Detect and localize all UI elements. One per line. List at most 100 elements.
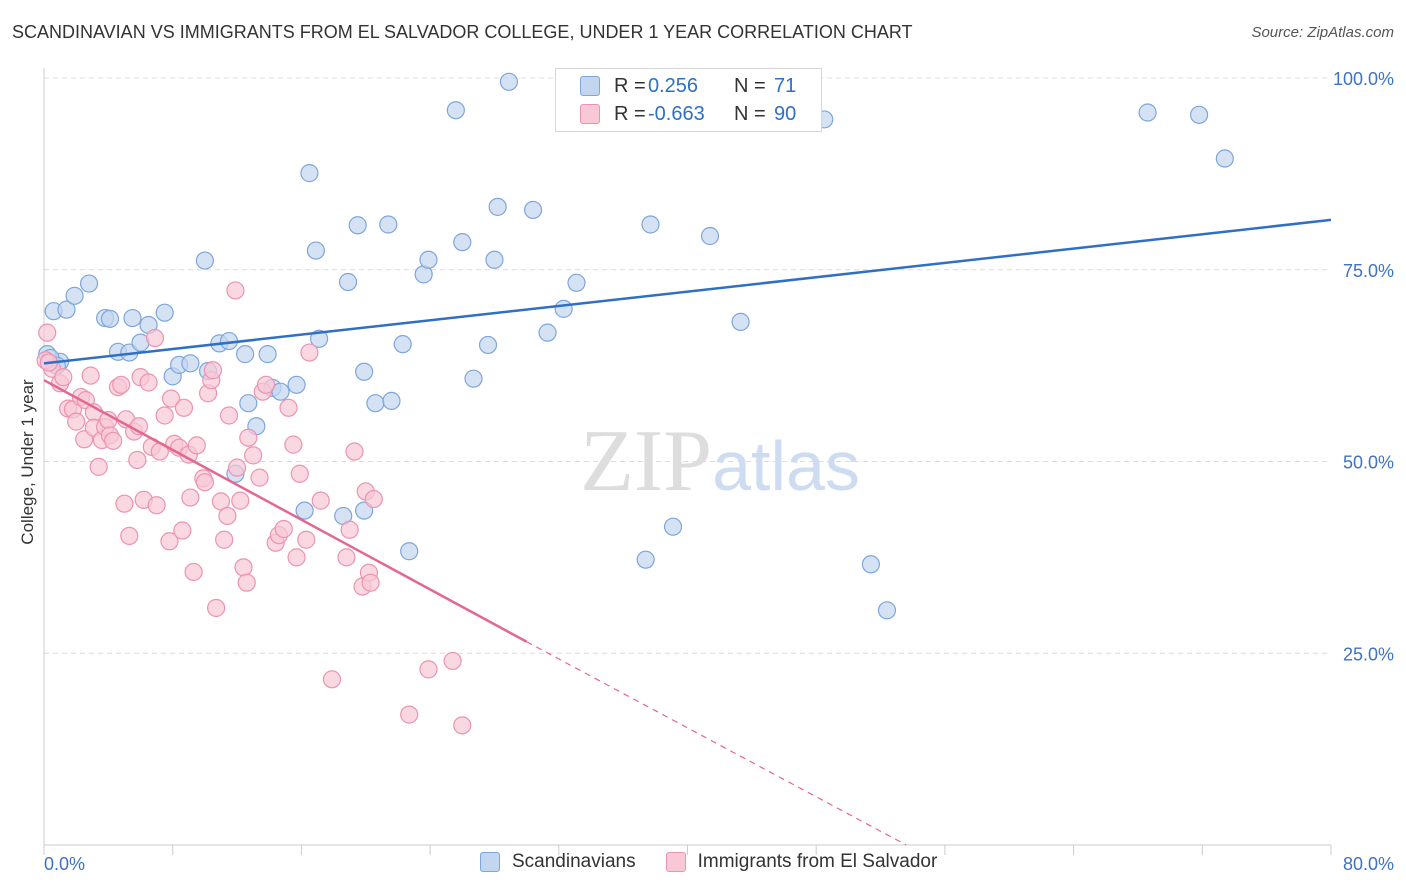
- legend-item-el-salvador: Immigrants from El Salvador: [665, 851, 938, 873]
- el-salvador-point: [161, 389, 181, 408]
- el-salvador-point: [443, 651, 462, 671]
- scandinavian-point: [295, 501, 314, 520]
- blue-swatch: [480, 852, 500, 872]
- scandinavian-point: [300, 164, 319, 183]
- el-salvador-point: [187, 436, 206, 455]
- scandinavian-point: [636, 550, 655, 569]
- chart-title: SCANDINAVIAN VS IMMIGRANTS FROM EL SALVA…: [12, 22, 913, 42]
- watermark: ZIPatlas: [580, 413, 860, 510]
- el-salvador-point: [112, 375, 131, 394]
- pink-swatch: [665, 852, 686, 872]
- el-salvador-point: [361, 573, 380, 592]
- el-salvador-point: [284, 435, 303, 454]
- scandinavian-point: [523, 200, 543, 220]
- el-salvador-point: [287, 548, 306, 567]
- scandinavian-point: [700, 226, 720, 246]
- legend-n-value: 71: [774, 74, 797, 97]
- legend-n-value: 90: [774, 102, 797, 125]
- el-salvador-point: [400, 705, 419, 724]
- legend-label: Scandinavians: [512, 851, 636, 872]
- scandinavian-point: [1215, 149, 1234, 168]
- el-salvador-point: [215, 530, 234, 549]
- scandinavian-point: [195, 251, 214, 270]
- scandinavian-point: [355, 362, 374, 381]
- el-salvador-point: [256, 375, 276, 394]
- el-salvador-point: [322, 670, 342, 689]
- el-salvador-point: [203, 361, 223, 380]
- legend-label: Immigrants from El Salvador: [697, 851, 938, 872]
- el-salvador-point: [139, 373, 158, 392]
- el-salvador-point: [297, 530, 316, 549]
- el-salvador-point: [128, 450, 147, 470]
- x-tick-label: 0.0%: [44, 854, 85, 874]
- el-salvador-point: [274, 519, 293, 539]
- scandinavian-trendline: [43, 218, 1332, 365]
- blue-swatch: [580, 76, 600, 96]
- scandinavian-point: [100, 309, 120, 328]
- scandinavian-point: [393, 335, 412, 354]
- el-salvador-trendline: [43, 379, 528, 643]
- source-label: Source: ZipAtlas.com: [1251, 24, 1394, 41]
- el-salvador-point: [120, 526, 139, 545]
- el-salvador-point: [231, 491, 250, 510]
- scandinavian-point: [79, 274, 99, 293]
- el-salvador-point: [174, 398, 194, 417]
- scandinavian-point: [538, 323, 557, 342]
- scandinavian-point: [453, 233, 472, 252]
- el-salvador-point: [237, 573, 256, 592]
- scandinavian-point: [123, 308, 142, 328]
- scandinavian-point: [155, 303, 174, 322]
- scandinavian-point: [65, 286, 84, 305]
- legend-r-value: -0.663: [648, 102, 705, 125]
- el-salvador-point: [115, 494, 134, 513]
- legend-row-el-salvador: R = -0.663 N = 90: [580, 101, 814, 127]
- scandinavian-point: [287, 375, 306, 394]
- el-salvador-point: [54, 368, 73, 387]
- scandinavian-point: [488, 197, 507, 216]
- el-salvador-point: [219, 406, 239, 425]
- scandinavian-point: [731, 312, 750, 332]
- pink-swatch: [580, 104, 600, 124]
- el-salvador-point: [311, 491, 330, 510]
- el-salvador-point: [38, 323, 57, 342]
- scandinavian-point: [366, 394, 385, 413]
- scandinavian-point: [1189, 105, 1209, 124]
- el-salvador-point: [173, 521, 192, 540]
- el-salvador-point: [181, 488, 200, 507]
- legend-r-value: 0.256: [648, 74, 699, 97]
- el-salvador-point: [160, 532, 179, 551]
- scandinavian-point: [338, 272, 358, 292]
- el-salvador-point: [453, 716, 472, 735]
- el-salvador-point: [234, 558, 253, 577]
- scandinavian-point: [464, 369, 483, 388]
- el-salvador-point: [364, 489, 383, 509]
- scandinavian-point: [567, 273, 586, 292]
- scandinavian-point: [309, 329, 329, 348]
- el-salvador-point: [227, 458, 247, 477]
- scandinavian-point: [348, 216, 367, 235]
- y-tick-label: 75.0%: [1343, 261, 1394, 281]
- el-salvador-point: [67, 412, 86, 431]
- el-salvador-point: [239, 428, 258, 447]
- el-salvador-point: [337, 548, 356, 567]
- scandinavian-point: [239, 394, 258, 413]
- el-salvador-point: [250, 468, 269, 487]
- el-salvador-point: [184, 562, 203, 582]
- el-salvador-point: [89, 457, 108, 476]
- legend-n-label: N =: [734, 102, 766, 125]
- scandinavian-point: [1138, 103, 1157, 122]
- scandinavian-point: [271, 382, 290, 401]
- series-legend: Scandinavians Immigrants from El Salvado…: [480, 851, 967, 873]
- el-salvador-point: [81, 366, 100, 385]
- el-salvador-point: [244, 446, 263, 465]
- scandinavian-point: [641, 215, 660, 234]
- correlation-legend: R = 0.256 N = 71 R = -0.663 N = 90: [555, 68, 822, 132]
- el-salvador-point: [207, 598, 226, 618]
- scandinavian-point: [446, 101, 465, 120]
- el-salvador-point: [340, 520, 359, 539]
- scandinavian-point: [235, 345, 255, 364]
- scandinavian-point: [554, 299, 573, 318]
- el-salvador-point: [279, 398, 298, 417]
- scandinavian-point: [400, 542, 419, 561]
